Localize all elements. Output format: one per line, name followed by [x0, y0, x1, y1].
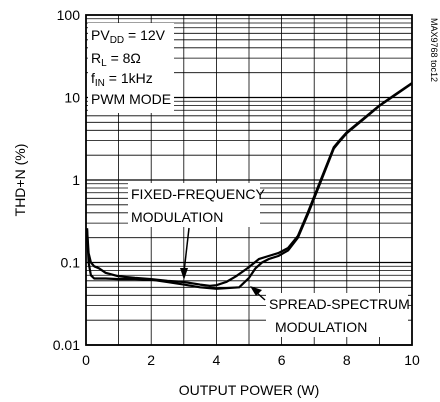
x-tick-labels: 0 2 4 6 8 10	[82, 352, 420, 368]
condition-pvdd: PVDD = 12V	[91, 27, 166, 46]
annotation-fixed-bg	[128, 183, 260, 227]
series-line-1	[85, 82, 413, 290]
y-axis-label: THD+N (%)	[12, 144, 28, 217]
annotation-spread-spectrum: SPREAD-SPECTRUM MODULATION	[250, 286, 410, 337]
conditions-bg	[88, 23, 174, 113]
y-tick-label: 0.1	[61, 255, 81, 271]
condition-rl: RL = 8Ω	[91, 50, 141, 69]
x-tick-label: 10	[404, 352, 420, 368]
annotation-fixed-arrowhead	[180, 268, 188, 280]
x-tick-label: 2	[147, 352, 155, 368]
conditions-block: PVDD = 12V RL = 8Ω fIN = 1kHz PWM MODE	[88, 23, 174, 113]
y-tick-label: 100	[57, 7, 81, 23]
condition-fin: fIN = 1kHz	[91, 70, 153, 89]
series-layer	[85, 82, 413, 290]
y-tick-label: 1	[72, 172, 80, 188]
annotation-spread-arrowhead	[250, 286, 262, 296]
x-axis-label: OUTPUT POWER (W)	[179, 382, 320, 398]
x-tick-label: 0	[82, 352, 90, 368]
annotation-spread-line1: SPREAD-SPECTRUM	[269, 296, 410, 312]
annotation-fixed-line1: FIXED-FREQUENCY	[131, 186, 265, 202]
figure-id: MAX9768 toc12	[429, 18, 439, 82]
x-tick-label: 4	[213, 352, 221, 368]
plot-frame	[85, 14, 413, 346]
y-tick-label: 0.01	[53, 337, 80, 353]
x-tick-label: 8	[343, 352, 351, 368]
y-tick-labels: 0.01 0.1 1 10 100	[53, 7, 80, 353]
y-tick-label: 10	[64, 90, 80, 106]
condition-mode: PWM MODE	[91, 91, 171, 107]
annotation-fixed-frequency: FIXED-FREQUENCY MODULATION	[128, 183, 265, 280]
annotation-fixed-line2: MODULATION	[131, 209, 223, 225]
annotation-fixed-arrow-line	[183, 227, 190, 273]
x-tick-label: 6	[278, 352, 286, 368]
annotation-spread-bg	[266, 293, 408, 337]
annotation-spread-line2: MODULATION	[275, 319, 367, 335]
